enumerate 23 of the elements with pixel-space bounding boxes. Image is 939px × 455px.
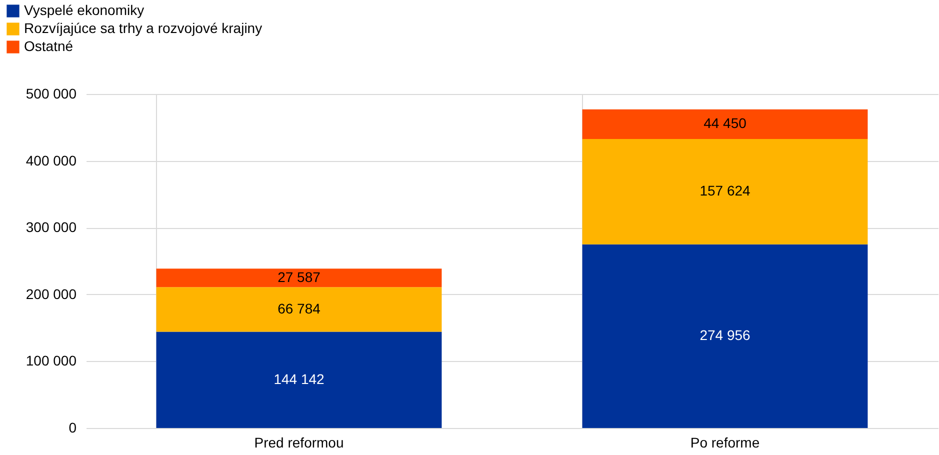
bar: [156, 332, 442, 428]
legend-label: Ostatné: [24, 38, 74, 54]
y-tick-label: 0: [68, 420, 77, 436]
data-label: 44 450: [704, 115, 747, 132]
legend-label: Rozvíjajúce sa trhy a rozvojové krajiny: [24, 20, 262, 36]
legend-label: Vyspelé ekonomiky: [24, 2, 144, 18]
data-label: 27 587: [278, 268, 321, 285]
y-tick-label: 500 000: [26, 86, 77, 102]
bar: [156, 268, 442, 288]
bar: [582, 109, 868, 140]
data-label: 144 142: [274, 370, 325, 387]
y-tick-label: 400 000: [26, 152, 77, 168]
x-tick-label: Pred reformou: [254, 434, 344, 450]
bar: [156, 287, 442, 332]
bar: [582, 244, 868, 428]
bar: [582, 139, 868, 244]
y-tick-label: 100 000: [26, 352, 77, 369]
data-label: 274 956: [700, 327, 751, 344]
data-label: 66 784: [278, 300, 321, 316]
data-label: 157 624: [700, 182, 751, 199]
y-tick-label: 200 000: [26, 286, 77, 302]
y-tick-label: 300 000: [26, 219, 77, 236]
x-tick-label: Po reforme: [690, 434, 760, 450]
